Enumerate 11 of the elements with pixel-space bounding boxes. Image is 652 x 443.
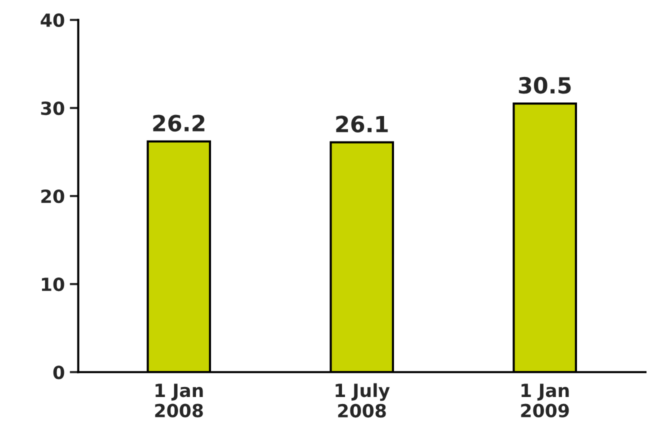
x-tick-label: 1 Jan 2008 [155,384,203,418]
y-tick-label: 10 [42,278,64,292]
y-tick-label: 0 [53,366,64,380]
x-tick-label: 1 Jan 2009 [521,384,569,418]
data-label: 26.2 [153,114,204,132]
data-label: 30.5 [518,76,571,94]
y-tick-label: 40 [40,13,64,28]
data-label: 26.1 [336,116,388,132]
y-tick-label: 30 [41,101,64,116]
y-tick-label: 20 [41,189,64,204]
x-tick-label: 1 July 2008 [336,383,390,418]
